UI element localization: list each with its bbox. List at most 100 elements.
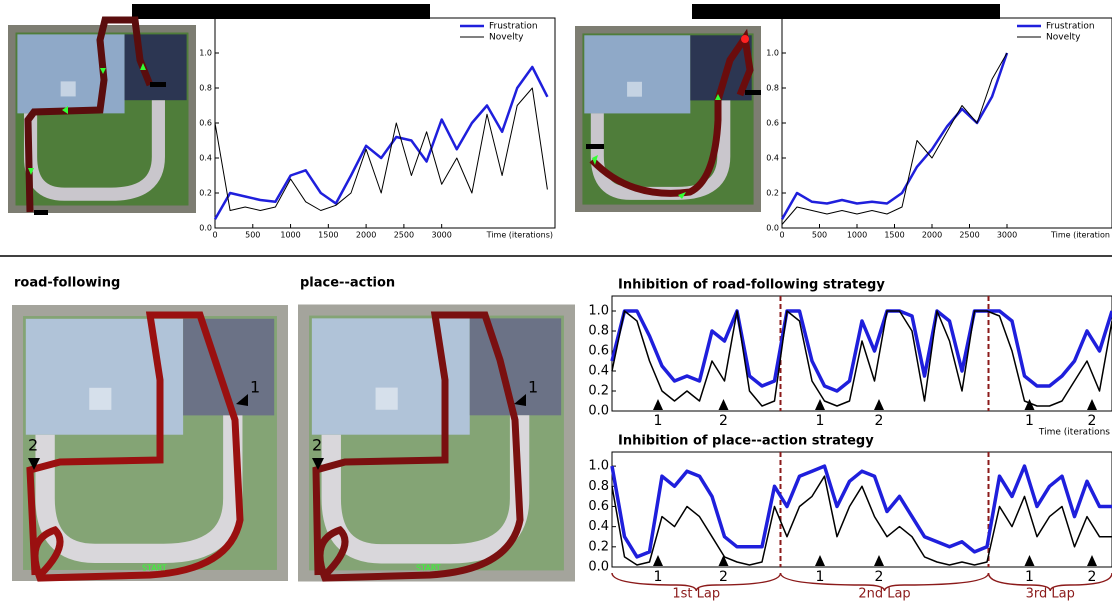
redaction [132,4,430,19]
y-tick-label: 0.8 [588,324,609,339]
marker-label: 1 [250,378,260,397]
event-label: 1 [654,413,663,429]
marker-label: 1 [528,378,538,397]
event-marker [718,399,729,410]
series-line [610,309,1112,393]
y-tick-label: 0.2 [588,539,609,554]
y-tick-label: 0.0 [588,404,609,419]
x-tick-label: 2000 [356,231,376,240]
x-axis-label: Time (iterations) [486,231,553,240]
bottom-map: road-following 1 2 START [12,276,288,596]
event-label: 2 [875,569,884,585]
start-label: START [142,564,167,573]
plot-frame [781,17,1112,229]
event-label: 2 [1088,569,1097,585]
x-tick-label: 500 [812,231,827,240]
x-tick-label: 2500 [959,231,979,240]
chart-title: Inhibition of place--action strategy [618,434,874,449]
legend-label: Frustration [489,22,538,32]
y-tick-label: 0.6 [588,499,609,514]
bottom-map: place--action 1 2 START [298,276,575,596]
marker-label: 2 [28,436,38,455]
map-title: place--action [300,276,395,291]
y-tick-label: 0.8 [588,479,609,494]
event-marker [874,555,884,566]
y-tick-label: 0.2 [199,189,212,198]
x-tick-label: 0 [212,231,217,240]
lap-label: 2nd Lap [858,587,910,601]
event-label: 1 [654,569,663,585]
x-tick-label: 500 [245,231,260,240]
x-axis-label: Time (iterations [1038,428,1110,438]
y-tick-label: 0.4 [199,154,212,163]
series-line [611,475,1112,566]
x-tick-label: 1500 [318,231,338,240]
legend-label: Novelty [489,33,524,43]
y-tick-label: 0.0 [199,224,212,233]
x-tick-label: 3000 [431,231,451,240]
event-label: 2 [1088,413,1097,429]
y-tick-label: 0.0 [588,560,609,575]
lap-brace [779,572,990,592]
plot-frame [611,451,1112,568]
series-line [213,65,549,220]
y-tick-label: 0.4 [588,364,609,379]
event-label: 1 [816,569,825,585]
event-marker [815,399,825,410]
y-tick-label: 1.0 [588,459,609,474]
event-marker [1087,555,1097,566]
plot-frame [611,295,1112,412]
series-line [780,52,1009,220]
map-title: road-following [14,276,120,291]
event-marker [653,555,663,566]
event-label: 2 [719,413,728,429]
legend-label: Frustration [1046,22,1095,32]
y-tick-label: 0.6 [588,344,609,359]
lap-brace [611,572,782,592]
y-tick-label: 0.4 [588,519,609,534]
event-label: 2 [719,569,728,585]
event-marker [653,399,663,410]
y-tick-label: 0.8 [766,84,779,93]
event-marker [718,555,729,566]
chart-title: Inhibition of road-following strategy [618,278,885,293]
series-line [214,87,548,211]
event-label: 1 [1025,569,1034,585]
x-tick-label: 0 [779,231,784,240]
y-tick-label: 0.8 [199,84,212,93]
event-marker [1087,399,1097,410]
event-label: 1 [816,413,825,429]
x-tick-label: 1000 [280,231,300,240]
x-tick-label: 3000 [997,231,1017,240]
event-marker [1024,399,1035,410]
x-tick-label: 1500 [884,231,904,240]
lap-label: 1st Lap [672,587,720,601]
event-marker [874,399,884,410]
lap-brace [987,572,1112,592]
series-line [610,464,1112,559]
y-tick-label: 0.6 [766,119,779,128]
top-map [575,26,761,212]
y-tick-label: 0.0 [766,224,779,233]
marker-label: 2 [312,436,322,455]
start-label: START [416,564,441,573]
lap-label: 3rd Lap [1026,587,1075,601]
x-tick-label: 1000 [847,231,867,240]
y-tick-label: 0.4 [766,154,779,163]
x-tick-label: 2000 [922,231,942,240]
x-tick-label: 2500 [394,231,414,240]
y-tick-label: 0.2 [588,384,609,399]
y-tick-label: 1.0 [199,49,212,58]
y-tick-label: 0.6 [199,119,212,128]
series-line [781,52,1008,225]
legend-label: Novelty [1046,33,1081,43]
event-marker [1024,555,1035,566]
x-axis-label: Time (iteration [1050,231,1110,240]
top-map [8,16,196,215]
event-label: 1 [1025,413,1034,429]
y-tick-label: 1.0 [588,304,609,319]
y-tick-label: 0.2 [766,189,779,198]
event-label: 2 [875,413,884,429]
redaction [692,4,1000,19]
